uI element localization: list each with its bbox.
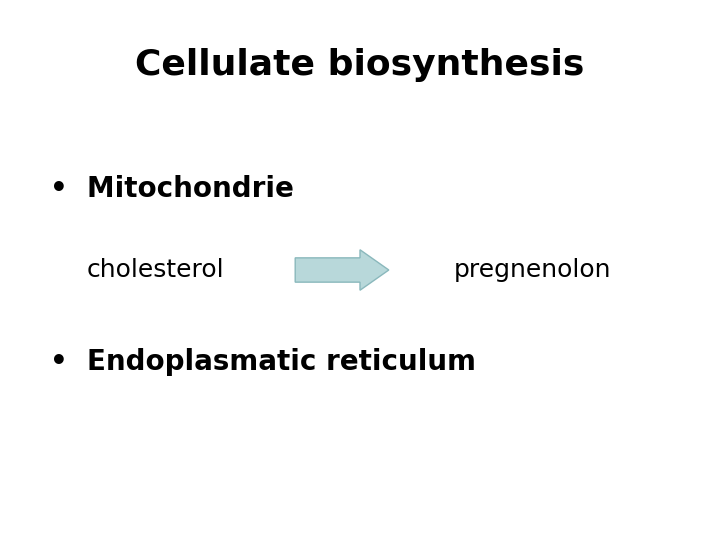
Text: cholesterol: cholesterol [86, 258, 224, 282]
Text: pregnenolon: pregnenolon [454, 258, 611, 282]
Text: •  Mitochondrie: • Mitochondrie [50, 175, 294, 203]
Text: Cellulate biosynthesis: Cellulate biosynthesis [135, 48, 585, 82]
FancyArrow shape [295, 249, 389, 291]
Text: •  Endoplasmatic reticulum: • Endoplasmatic reticulum [50, 348, 477, 376]
